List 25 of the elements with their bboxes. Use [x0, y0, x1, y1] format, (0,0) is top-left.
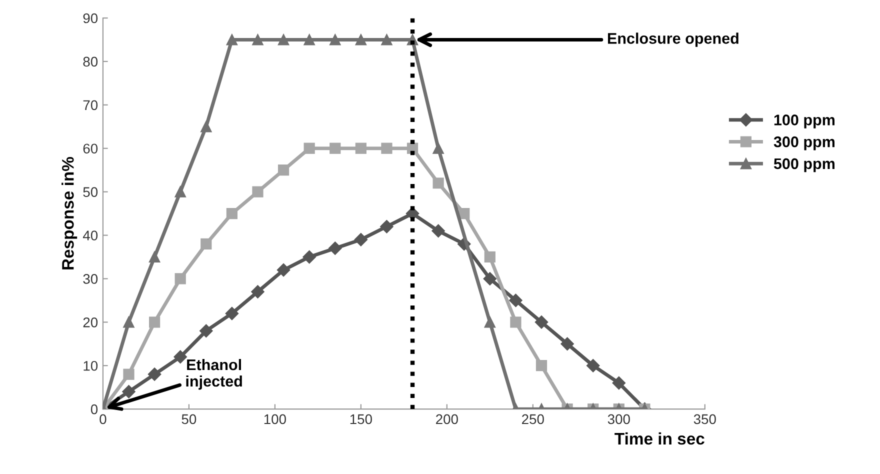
x-axis-title: Time in sec	[614, 432, 704, 445]
y-tick-label: 50	[83, 187, 98, 197]
x-tick-label: 250	[522, 414, 544, 424]
y-tick-label: 20	[83, 317, 98, 328]
x-tick-label: 100	[264, 414, 286, 424]
y-tick-label: 10	[84, 360, 98, 371]
y-tick-label: 80	[83, 56, 98, 67]
x-tick-label: 300	[608, 414, 630, 424]
y-tick-label: 30	[83, 274, 98, 284]
y-tick-label: 60	[83, 144, 98, 154]
x-tick-label: 150	[350, 414, 372, 424]
y-tick-label: 70	[83, 100, 98, 110]
y-axis-title: Response in%	[62, 157, 78, 270]
legend-label: 500 ppm	[774, 158, 834, 172]
y-tick-label: 40	[82, 230, 98, 240]
x-tick-label: 200	[436, 414, 458, 424]
legend-label: 300 ppm	[774, 136, 834, 150]
x-tick-label: 350	[694, 414, 716, 424]
x-tick-label: 50	[182, 414, 196, 424]
annotation: Ethanol injected	[186, 358, 242, 390]
annotation: Enclosure opened	[608, 32, 738, 47]
x-tick-label: 0	[100, 414, 106, 424]
y-tick-label: 90	[83, 13, 98, 24]
legend-label: 100 ppm	[774, 114, 834, 128]
y-tick-label: 0	[90, 404, 98, 414]
